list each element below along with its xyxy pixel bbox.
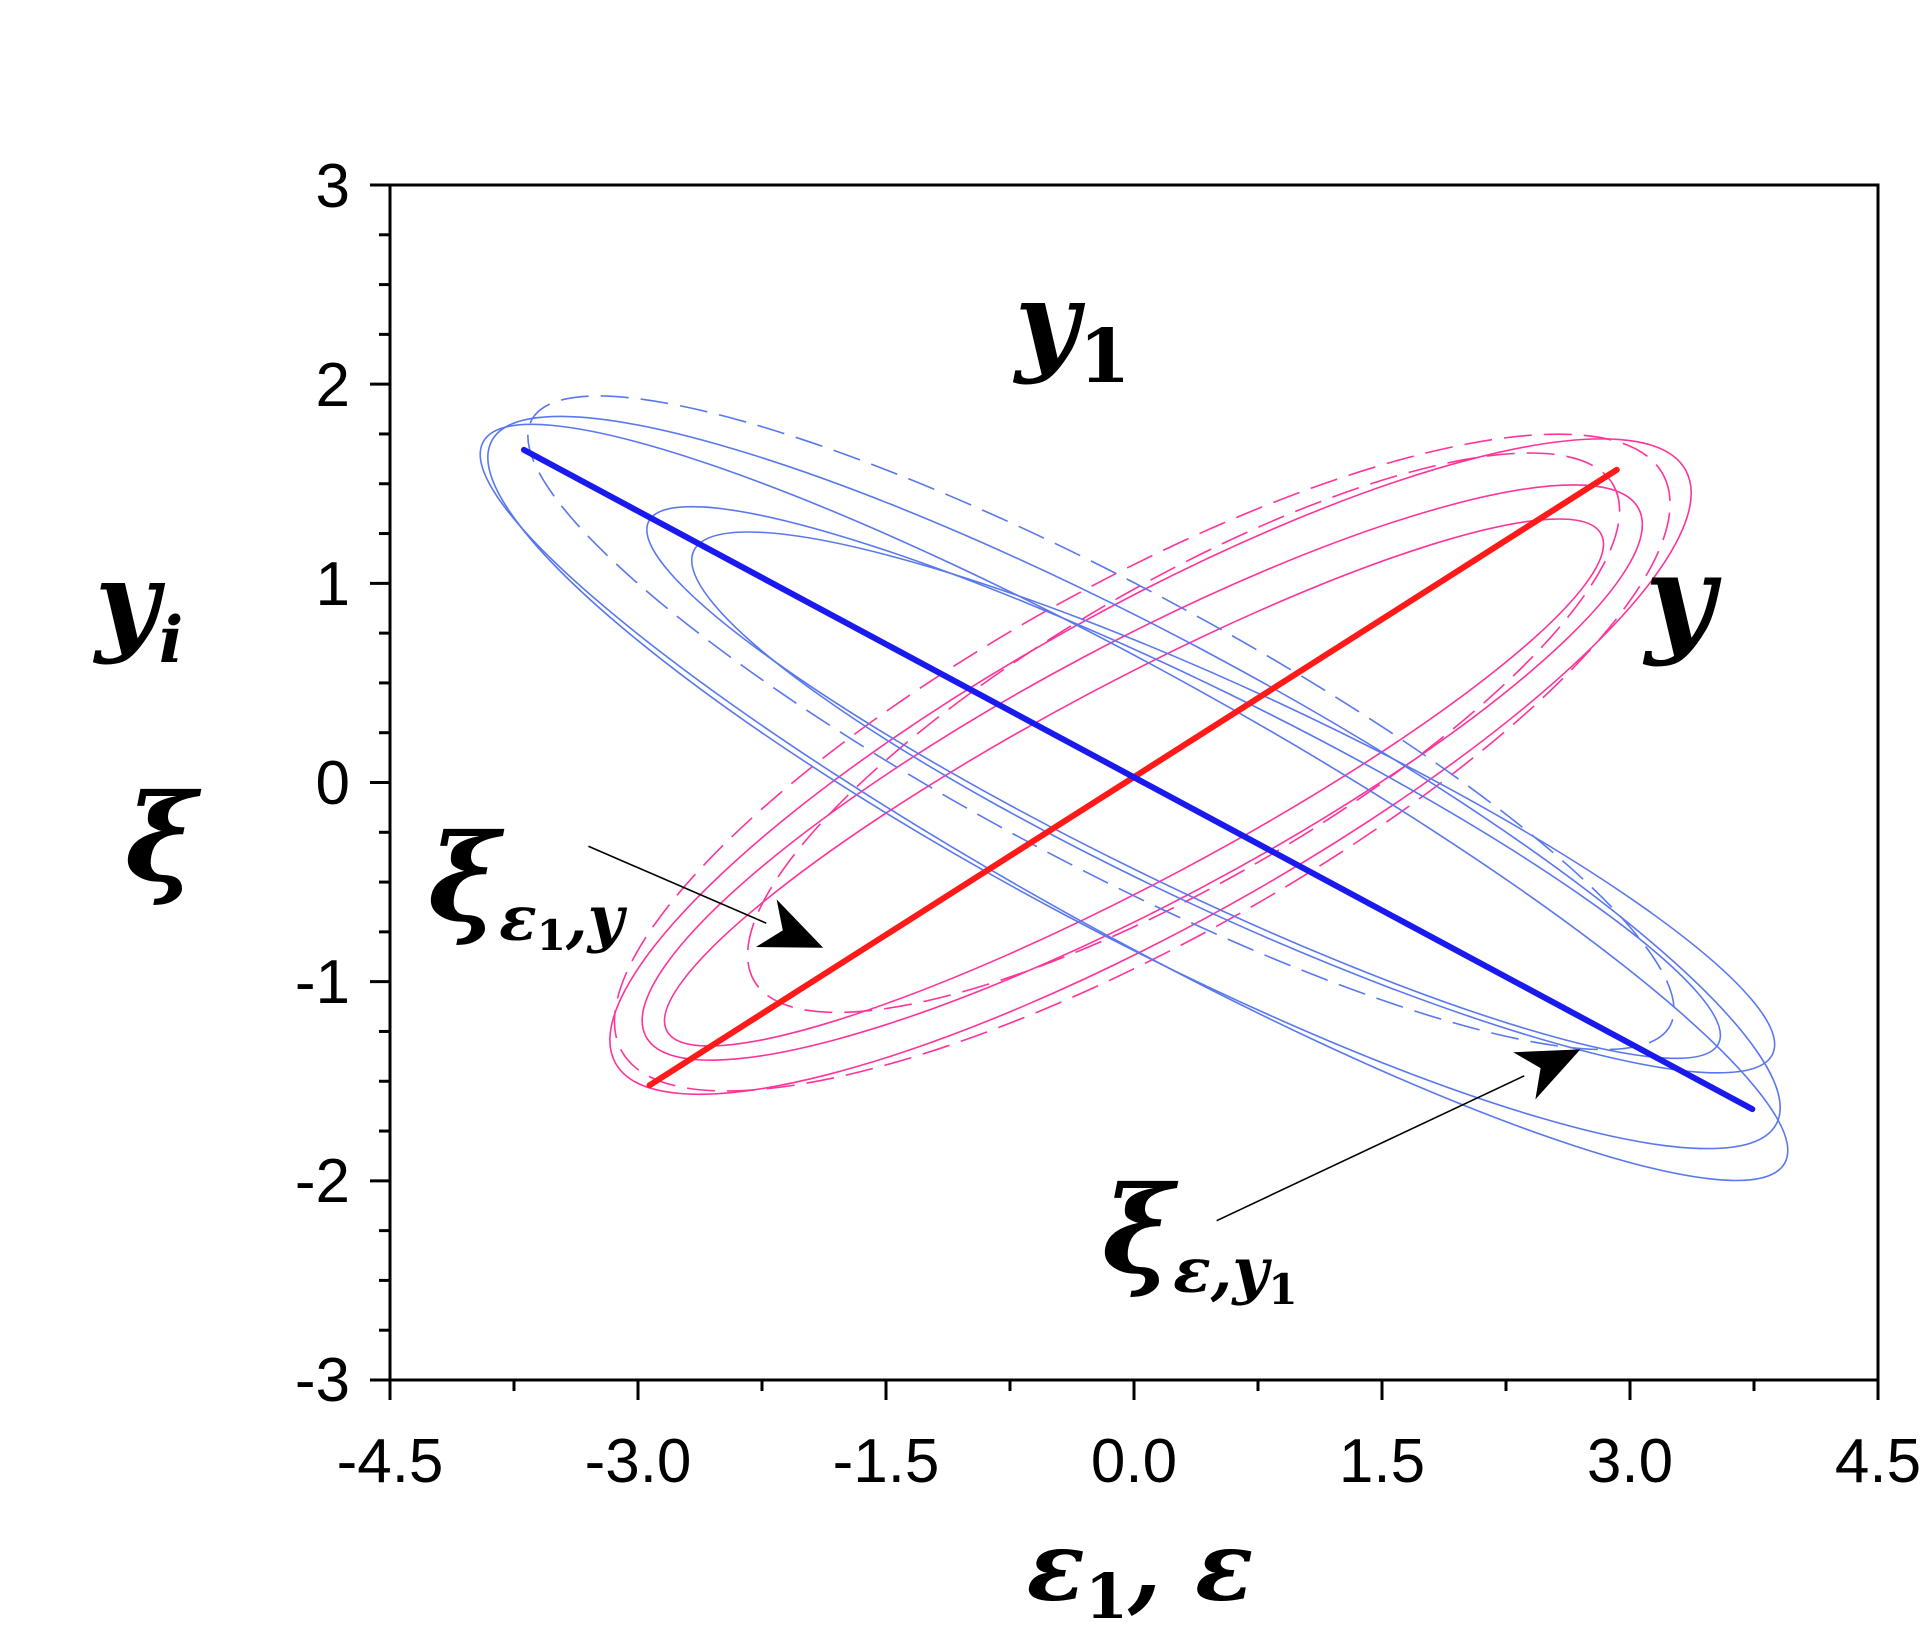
annotation-xi-eps-y1: ξε,y1 [1102, 1160, 1298, 1314]
ellipse-xi-eps-y1 [527, 395, 1675, 1051]
x-tick-label: -4.5 [337, 1427, 444, 1496]
x-tick-label: -1.5 [833, 1427, 940, 1496]
ellipse-xi-eps-y1 [646, 505, 1722, 1060]
annotation-arrow-line [1216, 1075, 1525, 1222]
annotation-xi-eps1-y: ξε1,y [428, 808, 628, 960]
annotation-arrow-head [755, 899, 824, 948]
ellipse-xi-eps1-y [746, 452, 1621, 1014]
annotation-arrow-head [1513, 1049, 1581, 1100]
series-label-y: y [1642, 528, 1722, 669]
y-axis-label-line1: yi [92, 537, 183, 678]
plot-area [479, 395, 1789, 1222]
series-line-y1 [520, 446, 1756, 1113]
y-tick-label: 2 [316, 351, 350, 420]
x-tick-label: 1.5 [1339, 1427, 1425, 1496]
axis-ticks [370, 183, 1880, 1400]
x-tick-label: 3.0 [1587, 1427, 1673, 1496]
y-tick-label: -1 [295, 948, 350, 1017]
y-tick-label: -2 [295, 1147, 350, 1216]
annotation-arrow-line [588, 845, 767, 924]
ellipse-xi-eps1-y [663, 518, 1605, 1047]
ellipse-xi-eps1-y [641, 484, 1644, 1061]
x-axis-label: ε1, ε [1027, 1510, 1254, 1633]
x-tick-label: -3.0 [585, 1427, 692, 1496]
ellipse-xi-eps-y1 [487, 415, 1781, 1150]
x-tick-label: 4.5 [1835, 1427, 1921, 1496]
series-label-y1: y1 [1012, 257, 1130, 400]
y-tick-label: -3 [295, 1346, 350, 1415]
ellipse-xi-eps1-y [609, 438, 1692, 1096]
ellipse-xi-eps-y1 [479, 423, 1789, 1182]
x-tick-label: 0.0 [1091, 1427, 1177, 1496]
y-tick-labels: 3 2 1 0 -1 -2 -3 [295, 152, 350, 1415]
y-axis-label-line2: ξ [125, 768, 202, 909]
ellipse-xi-eps-y1 [690, 531, 1776, 1074]
y-tick-label: 0 [316, 749, 350, 818]
x-tick-labels: -4.5 -3.0 -1.5 0.0 1.5 3.0 4.5 [337, 1427, 1922, 1496]
y-tick-label: 3 [316, 152, 350, 221]
ellipse-xi-eps1-y [613, 433, 1671, 1092]
y-tick-label: 1 [316, 550, 350, 619]
